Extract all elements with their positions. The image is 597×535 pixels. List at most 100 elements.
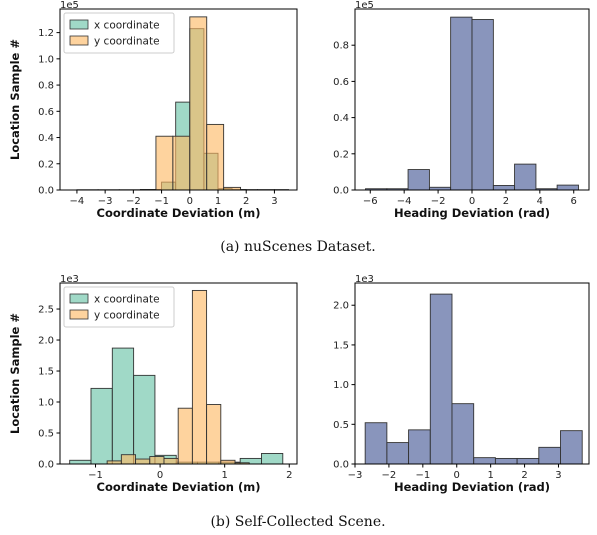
histogram-bar	[473, 457, 496, 465]
y-tick-label: 0.4	[333, 113, 349, 124]
y-tick-label: 1.0	[38, 54, 54, 65]
legend-swatch	[69, 35, 89, 46]
histogram-bar	[494, 457, 518, 465]
legend-label: x coordinate	[94, 294, 160, 306]
x-tick-label: 2	[243, 196, 249, 207]
histogram-bar	[177, 407, 193, 465]
x-tick-label: 2	[286, 470, 292, 481]
legend-swatch	[69, 19, 89, 30]
histogram-bar	[172, 135, 191, 191]
panel-bottom-right: −3 −2 −1 0 1 2 3 0.0 0.5 1.0 1.5 2.0 1e3 Heading Devi…	[333, 274, 590, 494]
histogram-bar	[135, 458, 151, 465]
y-tick-label: 0.6	[333, 77, 349, 88]
y-multiplier: 1e3	[355, 274, 374, 285]
x-tick-label: 6	[571, 196, 577, 207]
caption-b: (b) Self-Collected Scene.	[210, 514, 385, 530]
histogram-bar	[120, 454, 137, 465]
histogram-bar	[538, 446, 561, 465]
y-tick-label: 1.2	[38, 28, 54, 39]
y-tick-label: 0.0	[333, 460, 349, 471]
x-tick-label: −3	[348, 470, 363, 481]
histogram-bar	[514, 163, 537, 191]
histogram-bar	[386, 442, 410, 465]
y-tick-label: 0.8	[38, 81, 54, 92]
legend-label: x coordinate	[94, 20, 160, 32]
x-tick-label: 0	[454, 470, 460, 481]
y-tick-label: 2.5	[38, 305, 54, 316]
y-axis-label: Location Sample #	[8, 313, 22, 434]
histogram-bar	[133, 374, 156, 465]
histogram-bar	[191, 289, 208, 465]
y-tick-label: 0.0	[333, 186, 349, 197]
y-tick-label: 0.8	[333, 41, 349, 52]
y-tick-label: 2.0	[333, 301, 349, 312]
legend-label: y coordinate	[94, 36, 160, 48]
x-tick-label: 4	[537, 196, 543, 207]
histogram-bar	[149, 456, 165, 465]
x-axis-label: Heading Deviation (rad)	[394, 480, 550, 494]
legend-box	[63, 286, 175, 328]
histogram-bar	[516, 457, 540, 465]
y-tick-label: 0.0	[38, 186, 54, 197]
histogram-bar	[364, 422, 388, 465]
histogram-bar	[69, 459, 92, 465]
y-tick-label: 1.5	[38, 367, 54, 378]
x-tick-label: 0	[187, 196, 193, 207]
histogram-bar	[560, 430, 583, 465]
y-tick-label: 1.0	[333, 380, 349, 391]
histogram-bar	[407, 169, 430, 191]
x-axis-label: Heading Deviation (rad)	[394, 206, 550, 220]
x-tick-label: −1	[88, 470, 103, 481]
histogram-bar	[206, 123, 225, 191]
histogram-bar	[189, 16, 208, 191]
caption-a: (a) nuScenes Dataset.	[220, 239, 376, 255]
panel-bottom-left: −1 0 1 2 0.0 0.5 1.0 1.5 2.0 2.5 1e3 Coordinate Dev…	[8, 274, 298, 494]
histogram-bar	[111, 347, 135, 465]
histogram-bar	[155, 135, 174, 191]
plot-frame	[354, 282, 590, 465]
legend-swatch	[69, 309, 89, 320]
y-tick-label: 0.4	[38, 133, 54, 144]
y-tick-label: 0.2	[333, 149, 349, 160]
histogram-bar	[556, 184, 579, 191]
panel-top-right: −6 −4 −2 0 2 4 6 0.0 0.2 0.4 0.6 0.8 1e5 Heading Devi…	[333, 0, 590, 220]
y-multiplier: 1e5	[355, 0, 374, 11]
histogram-bar	[261, 453, 284, 465]
y-tick-label: 0.2	[38, 159, 54, 170]
histogram-bar	[220, 459, 236, 465]
histogram-bar	[163, 457, 179, 465]
x-tick-label: −3	[98, 196, 113, 207]
x-tick-label: −2	[382, 470, 397, 481]
y-tick-label: 0.6	[38, 107, 54, 118]
plot-frame	[59, 282, 298, 465]
x-tick-label: −1	[154, 196, 169, 207]
histogram-bar	[450, 16, 473, 191]
x-tick-label: 1	[215, 196, 221, 207]
x-tick-label: 2	[503, 196, 509, 207]
x-tick-label: −4	[70, 196, 85, 207]
y-tick-label: 2.0	[38, 336, 54, 347]
x-tick-label: 3	[271, 196, 277, 207]
histogram-bar	[492, 185, 516, 191]
x-tick-label: −6	[363, 196, 378, 207]
x-tick-label: 1	[221, 470, 227, 481]
y-tick-label: 0.5	[38, 429, 54, 440]
legend-label: y coordinate	[94, 310, 160, 322]
x-tick-label: 1	[487, 470, 493, 481]
y-tick-label: 0.0	[38, 460, 54, 471]
plot-frame	[59, 8, 298, 191]
x-tick-label: 0	[157, 470, 163, 481]
x-axis-label: Coordinate Deviation (m)	[97, 480, 261, 494]
y-tick-label: 1.0	[38, 398, 54, 409]
x-tick-label: 2	[521, 470, 527, 481]
histogram-bar	[90, 387, 113, 465]
y-tick-label: 0.5	[333, 420, 349, 431]
histogram-bar	[451, 403, 475, 465]
y-multiplier: 1e5	[60, 0, 79, 11]
x-tick-label: −2	[126, 196, 141, 207]
x-tick-label: −4	[397, 196, 412, 207]
x-tick-label: −2	[431, 196, 446, 207]
legend-swatch	[69, 293, 89, 304]
histogram-bar	[471, 19, 494, 191]
